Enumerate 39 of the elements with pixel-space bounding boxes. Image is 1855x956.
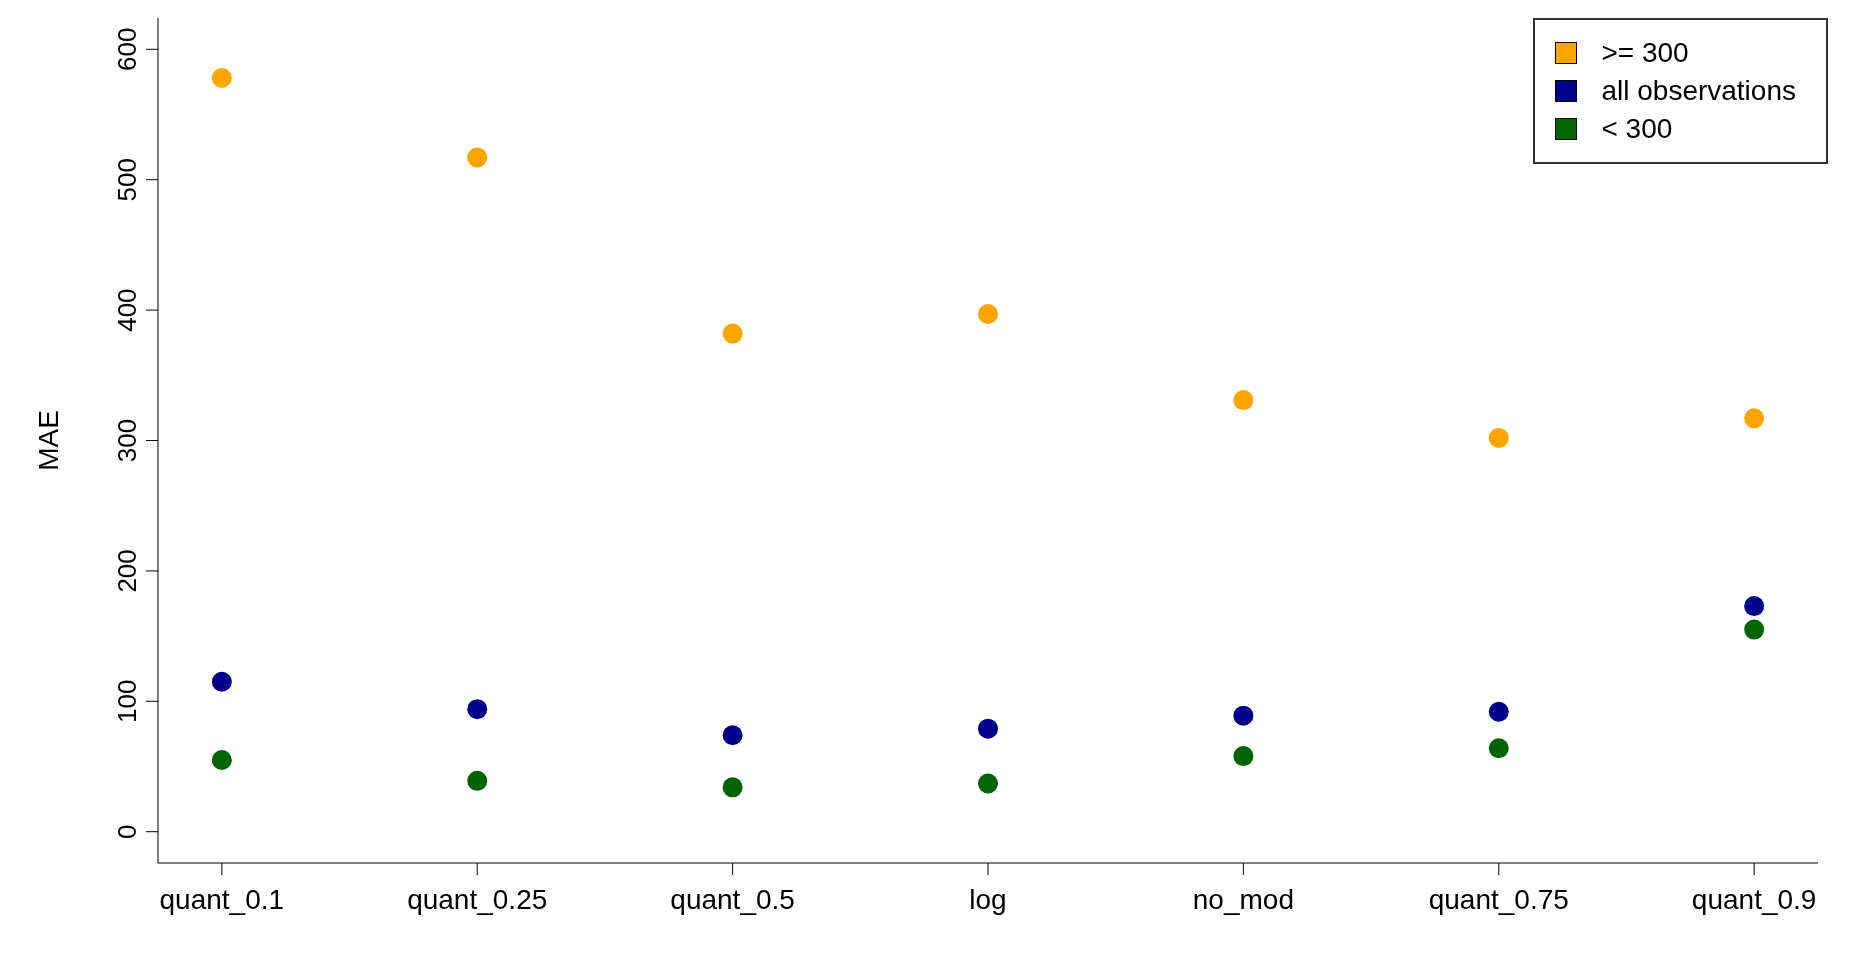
- y-tick-label: 500: [112, 158, 142, 202]
- x-tick-label: quant_0.1: [159, 883, 285, 915]
- point: [467, 770, 488, 791]
- point: [722, 777, 743, 798]
- point: [1488, 427, 1509, 448]
- y-tick-label: 0: [112, 824, 142, 839]
- point: [1233, 746, 1254, 767]
- x-tick-label: quant_0.75: [1428, 883, 1569, 915]
- point: [978, 304, 998, 325]
- point: [722, 323, 743, 344]
- legend-label: >= 300: [1601, 36, 1689, 70]
- point: [1744, 596, 1765, 617]
- point: [1488, 738, 1509, 759]
- point: [1744, 619, 1765, 640]
- y-tick-label: 300: [112, 418, 142, 463]
- point: [211, 67, 232, 88]
- y-tick-label: 100: [112, 679, 142, 723]
- point: [978, 773, 998, 794]
- x-tick-label: quant_0.9: [1691, 883, 1817, 915]
- point: [211, 749, 232, 770]
- x-tick-label: quant_0.5: [670, 883, 795, 915]
- point: [1233, 390, 1254, 411]
- x-tick-label: no_mod: [1192, 883, 1294, 915]
- y-tick-label: 600: [112, 27, 142, 71]
- point: [467, 147, 488, 168]
- y-tick-label: 200: [112, 549, 142, 593]
- point: [467, 699, 488, 720]
- point: [1488, 701, 1509, 722]
- x-tick-label: quant_0.25: [407, 883, 548, 915]
- y-axis-title: MAE: [32, 410, 64, 471]
- point: [978, 718, 998, 739]
- point: [1744, 408, 1765, 429]
- point: [722, 725, 743, 746]
- point: [211, 671, 232, 692]
- legend-label: all observations: [1601, 74, 1796, 108]
- x-tick-label: log: [969, 883, 1007, 915]
- legend-label: < 300: [1601, 112, 1673, 146]
- y-tick-label: 400: [112, 288, 142, 332]
- point: [1233, 705, 1254, 726]
